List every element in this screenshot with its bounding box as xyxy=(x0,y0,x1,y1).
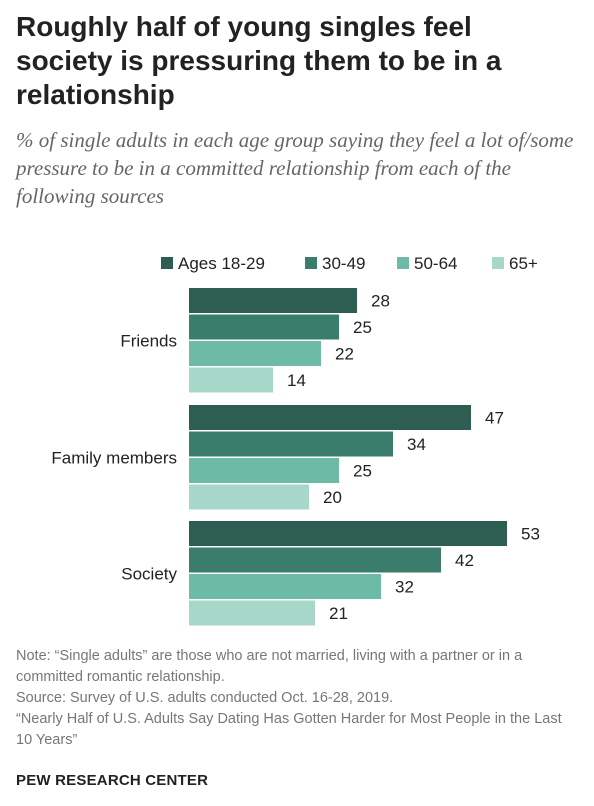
legend-label-0: Ages 18-29 xyxy=(178,254,265,273)
legend-swatch-0 xyxy=(161,257,173,269)
legend-swatch-1 xyxy=(305,257,317,269)
data-label-1-2: 25 xyxy=(353,462,372,481)
legend-label-3: 65+ xyxy=(509,254,538,273)
data-label-1-3: 20 xyxy=(323,488,342,507)
category-label-2: Society xyxy=(121,564,177,583)
data-label-2-2: 32 xyxy=(395,578,414,597)
legend: Ages 18-29 30-49 50-64 65+ xyxy=(161,254,538,273)
bar-1-1 xyxy=(189,431,393,457)
category-label-1: Family members xyxy=(51,448,177,467)
bar-1-0 xyxy=(189,405,471,430)
bar-2-0 xyxy=(189,521,507,546)
data-label-0-3: 14 xyxy=(287,371,306,390)
data-label-2-0: 53 xyxy=(521,525,540,544)
bar-0-1 xyxy=(189,314,339,340)
bar-0-0 xyxy=(189,288,357,313)
data-label-2-1: 42 xyxy=(455,551,474,570)
legend-label-1: 30-49 xyxy=(322,254,365,273)
note-text: Note: “Single adults” are those who are … xyxy=(16,648,523,685)
bar-2-3 xyxy=(189,600,315,626)
bar-chart: Ages 18-29 30-49 50-64 65+ 28 25 22 14 47 34 25 20… xyxy=(51,254,540,626)
data-label-0-1: 25 xyxy=(353,318,372,337)
chart-subtitle: % of single adults in each age group say… xyxy=(16,128,574,208)
bar-0-2 xyxy=(189,341,321,366)
category-label-0: Friends xyxy=(120,331,177,350)
legend-swatch-2 xyxy=(397,257,409,269)
source-text: Source: Survey of U.S. adults conducted … xyxy=(16,690,394,706)
bars: 28 25 22 14 47 34 25 20 53 42 32 21 xyxy=(189,288,540,626)
category-labels: Friends Family members Society xyxy=(51,331,177,583)
bar-2-2 xyxy=(189,574,381,599)
legend-swatch-3 xyxy=(492,257,504,269)
legend-label-2: 50-64 xyxy=(414,254,457,273)
data-label-1-1: 34 xyxy=(407,435,426,454)
brand-logo-text: PEW RESEARCH CENTER xyxy=(16,772,209,789)
data-label-2-3: 21 xyxy=(329,604,348,623)
bar-2-1 xyxy=(189,547,441,573)
notes: Note: “Single adults” are those who are … xyxy=(16,646,581,751)
data-label-0-0: 28 xyxy=(371,292,390,311)
chart-title: Roughly half of young singles feel socie… xyxy=(16,11,502,110)
bar-1-2 xyxy=(189,458,339,483)
bar-0-3 xyxy=(189,367,273,393)
data-label-1-0: 47 xyxy=(485,409,504,428)
bar-1-3 xyxy=(189,484,309,510)
data-label-0-2: 22 xyxy=(335,345,354,364)
report-title: “Nearly Half of U.S. Adults Say Dating H… xyxy=(16,711,562,748)
